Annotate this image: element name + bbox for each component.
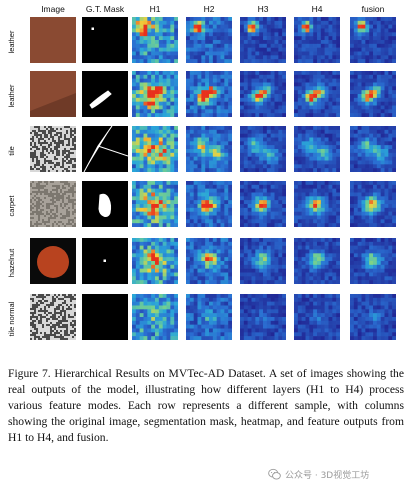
cell-1-fusion [350, 71, 396, 117]
cell-2-image [30, 126, 76, 172]
cell-3-h4 [294, 181, 340, 227]
row-label-leather-2: leather [7, 84, 16, 108]
cell-5-gt-mask [82, 294, 128, 340]
cell-5-h3 [240, 294, 286, 340]
cell-0-h4 [294, 17, 340, 63]
cell-2-fusion [350, 126, 396, 172]
cell-3-image [30, 181, 76, 227]
cell-4-h4 [294, 238, 340, 284]
row-label-tile-normal: tile normal [7, 301, 16, 337]
column-header-h4: H4 [311, 4, 323, 14]
row-label-leather-1: leather [7, 30, 16, 54]
watermark-text: 公众号 · 3D视觉工坊 [285, 470, 370, 481]
cell-0-gt-mask [82, 17, 128, 63]
watermark: 公众号 · 3D视觉工坊 [268, 466, 369, 482]
cell-5-fusion [350, 294, 396, 340]
column-header-fusion: fusion [361, 4, 385, 14]
cell-1-h4 [294, 71, 340, 117]
cell-2-h3 [240, 126, 286, 172]
cell-0-h1 [132, 17, 178, 63]
row-label-tile: tile [7, 146, 16, 156]
cell-0-fusion [350, 17, 396, 63]
cell-4-image [30, 238, 76, 284]
cell-5-h1 [132, 294, 178, 340]
wechat-icon [268, 468, 281, 480]
cell-1-h2 [186, 71, 232, 117]
cell-5-h4 [294, 294, 340, 340]
cell-3-fusion [350, 181, 396, 227]
cell-2-h1 [132, 126, 178, 172]
cell-2-h2 [186, 126, 232, 172]
figure-caption: Figure 7. Hierarchical Results on MVTec-… [8, 367, 404, 444]
row-label-hazelnut: hazelnut [7, 248, 16, 278]
column-header-gt-mask: G.T. Mask [85, 4, 125, 14]
column-header-h2: H2 [203, 4, 215, 14]
cell-1-image [30, 71, 76, 117]
cell-1-gt-mask [82, 71, 128, 117]
row-label-carpet: carpet [7, 195, 16, 217]
cell-1-h1 [132, 71, 178, 117]
cell-3-h1 [132, 181, 178, 227]
column-header-h3: H3 [257, 4, 269, 14]
cell-4-gt-mask [82, 238, 128, 284]
cell-3-h3 [240, 181, 286, 227]
cell-5-image [30, 294, 76, 340]
cell-2-h4 [294, 126, 340, 172]
cell-3-gt-mask [82, 181, 128, 227]
cell-5-h2 [186, 294, 232, 340]
cell-3-h2 [186, 181, 232, 227]
cell-4-fusion [350, 238, 396, 284]
cell-2-gt-mask [82, 126, 128, 172]
cell-0-h3 [240, 17, 286, 63]
column-header-h1: H1 [149, 4, 161, 14]
cell-0-image [30, 17, 76, 63]
cell-4-h1 [132, 238, 178, 284]
cell-0-h2 [186, 17, 232, 63]
column-header-image: Image [41, 4, 65, 14]
cell-1-h3 [240, 71, 286, 117]
cell-4-h3 [240, 238, 286, 284]
cell-4-h2 [186, 238, 232, 284]
